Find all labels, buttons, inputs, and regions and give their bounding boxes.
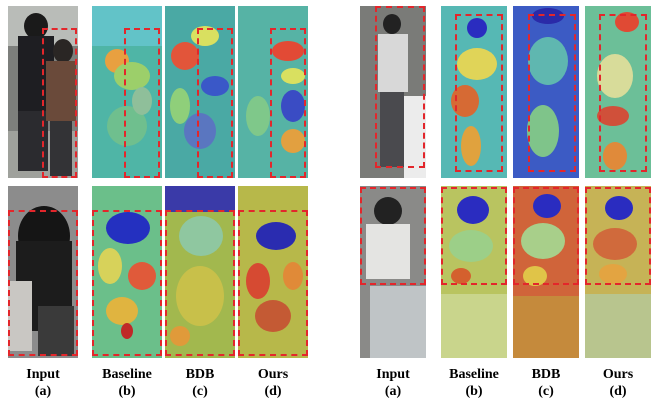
- caption-left-baseline: Baseline (b): [92, 366, 162, 400]
- caption-tag: (c): [192, 384, 208, 399]
- caption-right-bdb: BDB (c): [511, 366, 581, 400]
- caption-left-input: Input (a): [8, 366, 78, 400]
- right-bbox-ours-bottom: [585, 187, 651, 285]
- caption-name: Input: [26, 367, 60, 382]
- caption-name: BDB: [185, 367, 215, 382]
- caption-tag: (c): [538, 384, 554, 399]
- left-ours-top: [238, 6, 308, 178]
- caption-name: Baseline: [449, 367, 499, 382]
- caption-right-input: Input (a): [358, 366, 428, 400]
- left-bbox-baseline-bottom: [92, 210, 162, 356]
- right-bbox-ours-top: [599, 14, 647, 172]
- left-bbox-baseline-top: [124, 28, 160, 178]
- caption-tag: (a): [384, 384, 402, 399]
- caption-left-ours: Ours (d): [238, 366, 308, 400]
- caption-left-bdb: BDB (c): [165, 366, 235, 400]
- caption-name: Input: [376, 367, 410, 382]
- caption-tag: (d): [264, 384, 282, 399]
- left-bbox-bdb-bottom: [165, 210, 235, 356]
- caption-name: BDB: [531, 367, 561, 382]
- right-bbox-baseline-top: [455, 14, 503, 172]
- left-baseline-top: [92, 6, 162, 178]
- left-input-bottom: [8, 186, 78, 358]
- right-input-top: [360, 6, 426, 178]
- right-ours-top: [585, 6, 651, 178]
- left-bbox-input-bottom: [8, 210, 78, 356]
- right-bdb-bottom: [513, 186, 579, 358]
- right-bbox-input-top: [375, 6, 425, 168]
- right-bbox-baseline-bottom: [441, 187, 507, 285]
- right-baseline-top: [441, 6, 507, 178]
- right-bbox-bdb-bottom: [513, 187, 579, 285]
- left-bbox-input-top: [42, 28, 77, 178]
- left-baseline-bottom: [92, 186, 162, 358]
- caption-tag: (b): [118, 384, 136, 399]
- left-ours-bottom: [238, 186, 308, 358]
- right-baseline-bottom: [441, 186, 507, 358]
- caption-tag: (d): [609, 384, 627, 399]
- caption-name: Baseline: [102, 367, 152, 382]
- right-ours-bottom: [585, 186, 651, 358]
- right-bbox-input-bottom: [360, 187, 426, 285]
- left-bdb-bottom: [165, 186, 235, 358]
- caption-tag: (a): [34, 384, 52, 399]
- left-bbox-ours-top: [270, 28, 306, 178]
- caption-right-ours: Ours (d): [583, 366, 653, 400]
- caption-name: Ours: [257, 367, 289, 382]
- right-bdb-top: [513, 6, 579, 178]
- caption-right-baseline: Baseline (b): [439, 366, 509, 400]
- right-input-bottom: [360, 186, 426, 358]
- left-bdb-top: [165, 6, 235, 178]
- right-bbox-bdb-top: [528, 14, 576, 172]
- caption-tag: (b): [465, 384, 483, 399]
- caption-name: Ours: [602, 367, 634, 382]
- left-bbox-ours-bottom: [238, 210, 308, 356]
- left-bbox-bdb-top: [197, 28, 233, 178]
